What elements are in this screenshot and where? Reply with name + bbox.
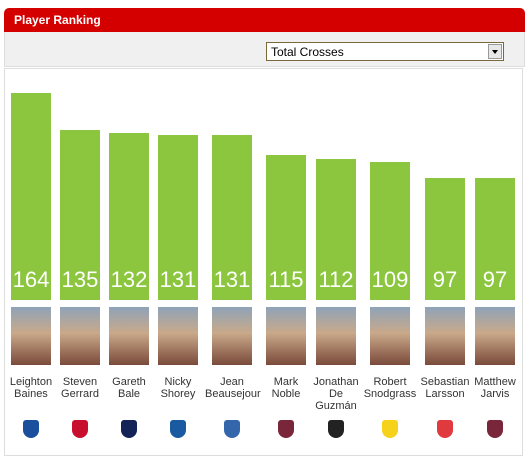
player-name: Gareth Bale (112, 376, 146, 400)
value-label: 164 (12, 267, 50, 292)
value-label: 97 (482, 267, 508, 292)
club-badge (170, 420, 186, 438)
chart-title: Player Ranking (4, 8, 525, 32)
player-name: Steven Gerrard (61, 376, 99, 400)
select-arrow[interactable] (488, 44, 502, 59)
bar (60, 129, 100, 300)
club-badge (278, 420, 294, 438)
club-badge (121, 420, 137, 438)
player-photo (109, 307, 149, 365)
bar (370, 162, 410, 300)
select-text: Total Crosses (271, 45, 344, 59)
club-badge (224, 420, 240, 438)
player-photo (158, 307, 198, 365)
player-photo (212, 307, 252, 365)
player-name: Matthew Jarvis (474, 376, 516, 400)
player-photo (425, 307, 465, 365)
player-photo (11, 307, 51, 365)
player-photo (475, 307, 515, 365)
player-photo (60, 307, 100, 365)
value-label: 115 (268, 267, 304, 292)
club-badge (437, 420, 453, 438)
bar (11, 93, 51, 300)
value-label: 112 (318, 267, 354, 292)
club-badge (328, 420, 344, 438)
bar (266, 154, 306, 300)
player-name: Jean Beausejour (205, 376, 261, 400)
player-name: Robert Snodgrass (363, 376, 417, 400)
player-photo (370, 307, 410, 365)
value-label: 131 (159, 267, 197, 292)
bar (475, 177, 515, 300)
value-label: 109 (371, 267, 409, 292)
bar (158, 134, 198, 300)
player-name: Leighton Baines (9, 376, 53, 400)
player-name: Mark Noble (271, 376, 301, 400)
club-badge (72, 420, 88, 438)
player-photo (266, 307, 306, 365)
club-badge (382, 420, 398, 438)
value-label: 132 (110, 267, 148, 292)
player-name: Nicky Shorey (160, 376, 196, 400)
player-photo (316, 307, 356, 365)
player-name: Jonathan De Guzmán (313, 376, 359, 412)
club-badge (23, 420, 39, 438)
metric-select[interactable]: Total Crosses (266, 42, 504, 61)
bar (109, 133, 149, 300)
bar (425, 177, 465, 300)
club-badge (487, 420, 503, 438)
value-label: 135 (61, 267, 99, 292)
bar (212, 134, 252, 300)
value-label: 97 (432, 267, 458, 292)
bar (316, 158, 356, 300)
player-name: Sebastian Larsson (420, 376, 470, 400)
value-label: 131 (213, 267, 251, 292)
chart-panel (4, 68, 523, 456)
